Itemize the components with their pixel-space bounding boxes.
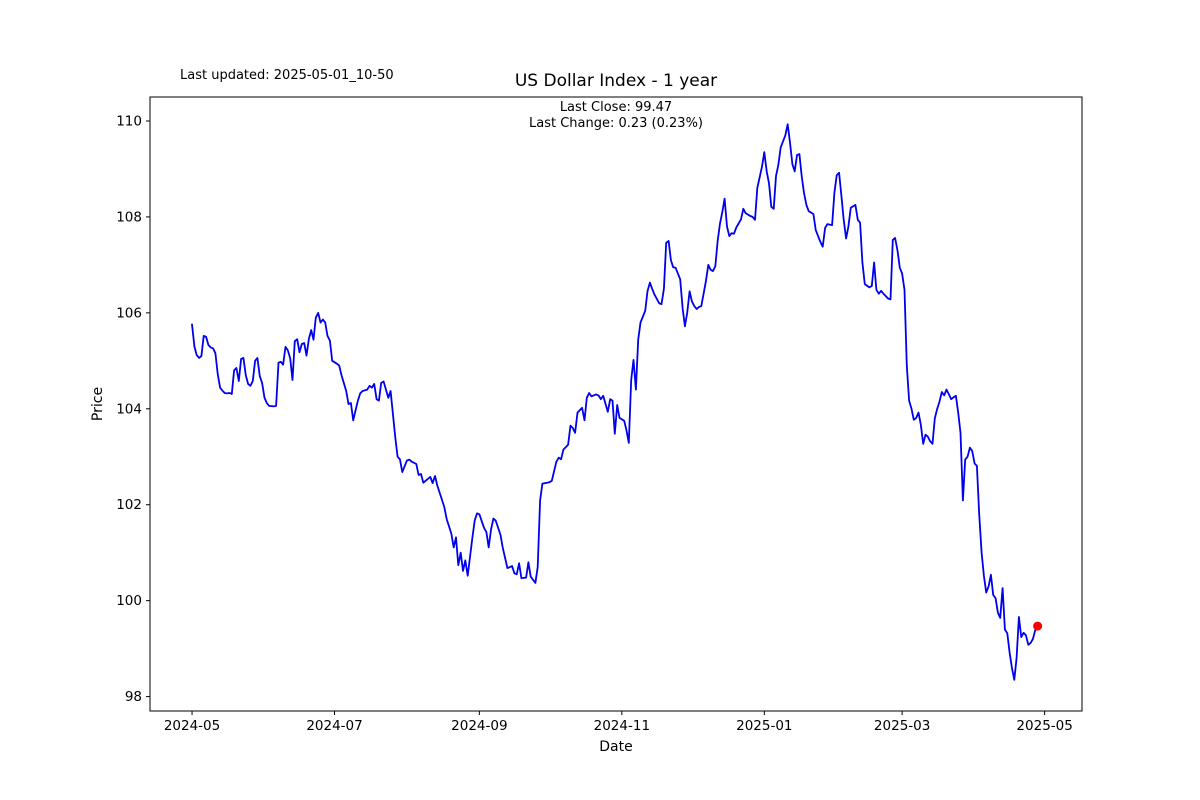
y-tick-label: 102	[116, 497, 142, 513]
chart-subtitle: Last Close: 99.47 Last Change: 0.23 (0.2…	[150, 100, 1082, 132]
last-close-dot	[1033, 621, 1043, 631]
x-tick-label: 2025-05	[1016, 718, 1072, 734]
last-updated-annotation: Last updated: 2025-05-01_10-50	[180, 68, 394, 83]
x-tick-label: 2025-03	[874, 718, 930, 734]
last-close-text: Last Close: 99.47	[559, 100, 673, 115]
x-tick-label: 2024-09	[451, 718, 507, 734]
y-tick-label: 98	[125, 689, 142, 705]
y-tick-label: 106	[116, 305, 142, 321]
x-tick-label: 2025-01	[736, 718, 792, 734]
y-tick-label: 104	[116, 401, 142, 417]
last-change-text: Last Change: 0.23 (0.23%)	[528, 116, 703, 131]
x-axis-label: Date	[599, 739, 633, 755]
price-line	[191, 123, 1039, 681]
x-tick-label: 2024-11	[594, 718, 650, 734]
y-tick-label: 108	[116, 209, 142, 225]
plot-border	[149, 96, 1083, 712]
y-tick-label: 110	[116, 113, 142, 129]
chart-title: US Dollar Index - 1 year	[514, 71, 718, 91]
x-tick-label: 2024-05	[164, 718, 220, 734]
y-tick-label: 100	[116, 593, 142, 609]
x-tick-label: 2024-07	[306, 718, 362, 734]
